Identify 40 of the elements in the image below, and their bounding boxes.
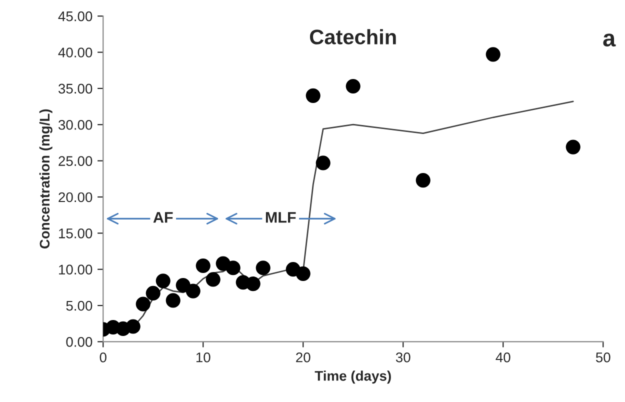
point — [256, 260, 270, 276]
text: a — [603, 34, 616, 47]
point — [166, 293, 180, 308]
point — [316, 156, 330, 170]
y-tick-label: 40.00 — [58, 48, 92, 58]
y-tick-label: 30.00 — [58, 120, 92, 130]
x-axis-title: Time (days) — [314, 370, 391, 384]
point — [416, 173, 430, 188]
x-tick-label: 40 — [496, 352, 510, 362]
x-tick-label: 20 — [296, 352, 310, 362]
chart-title: Catechin — [310, 29, 396, 44]
point — [486, 47, 500, 62]
x-tick-label: 0 — [100, 352, 106, 362]
y-tick-label: 15.00 — [59, 228, 92, 238]
point — [136, 296, 150, 312]
point — [206, 272, 220, 287]
point — [346, 78, 360, 94]
y-tick-label: 45.00 — [58, 11, 92, 22]
x-tick-label: 10 — [196, 352, 210, 362]
point — [226, 260, 240, 276]
annotation: AF — [153, 212, 173, 223]
point — [296, 266, 310, 281]
point — [186, 284, 200, 298]
point — [566, 140, 580, 154]
y-tick-label: 0.00 — [66, 337, 92, 347]
y-tick-label: 35.00 — [58, 84, 92, 94]
point — [196, 258, 210, 274]
y-tick-label: 20.00 — [58, 192, 92, 202]
y-tick-label: 10.00 — [59, 264, 92, 275]
y-tick-label: 5.00 — [66, 300, 92, 311]
x-tick-label: 50 — [596, 352, 610, 362]
x-tick-label: 30 — [396, 352, 410, 362]
y-axis-title: Concentration (mg/L) — [39, 109, 52, 249]
point — [306, 88, 320, 103]
point — [146, 286, 160, 301]
y-tick-label: 25.00 — [58, 156, 92, 166]
point — [126, 319, 140, 334]
point — [156, 274, 170, 288]
annotation: MLF — [266, 212, 296, 223]
point — [246, 276, 260, 292]
